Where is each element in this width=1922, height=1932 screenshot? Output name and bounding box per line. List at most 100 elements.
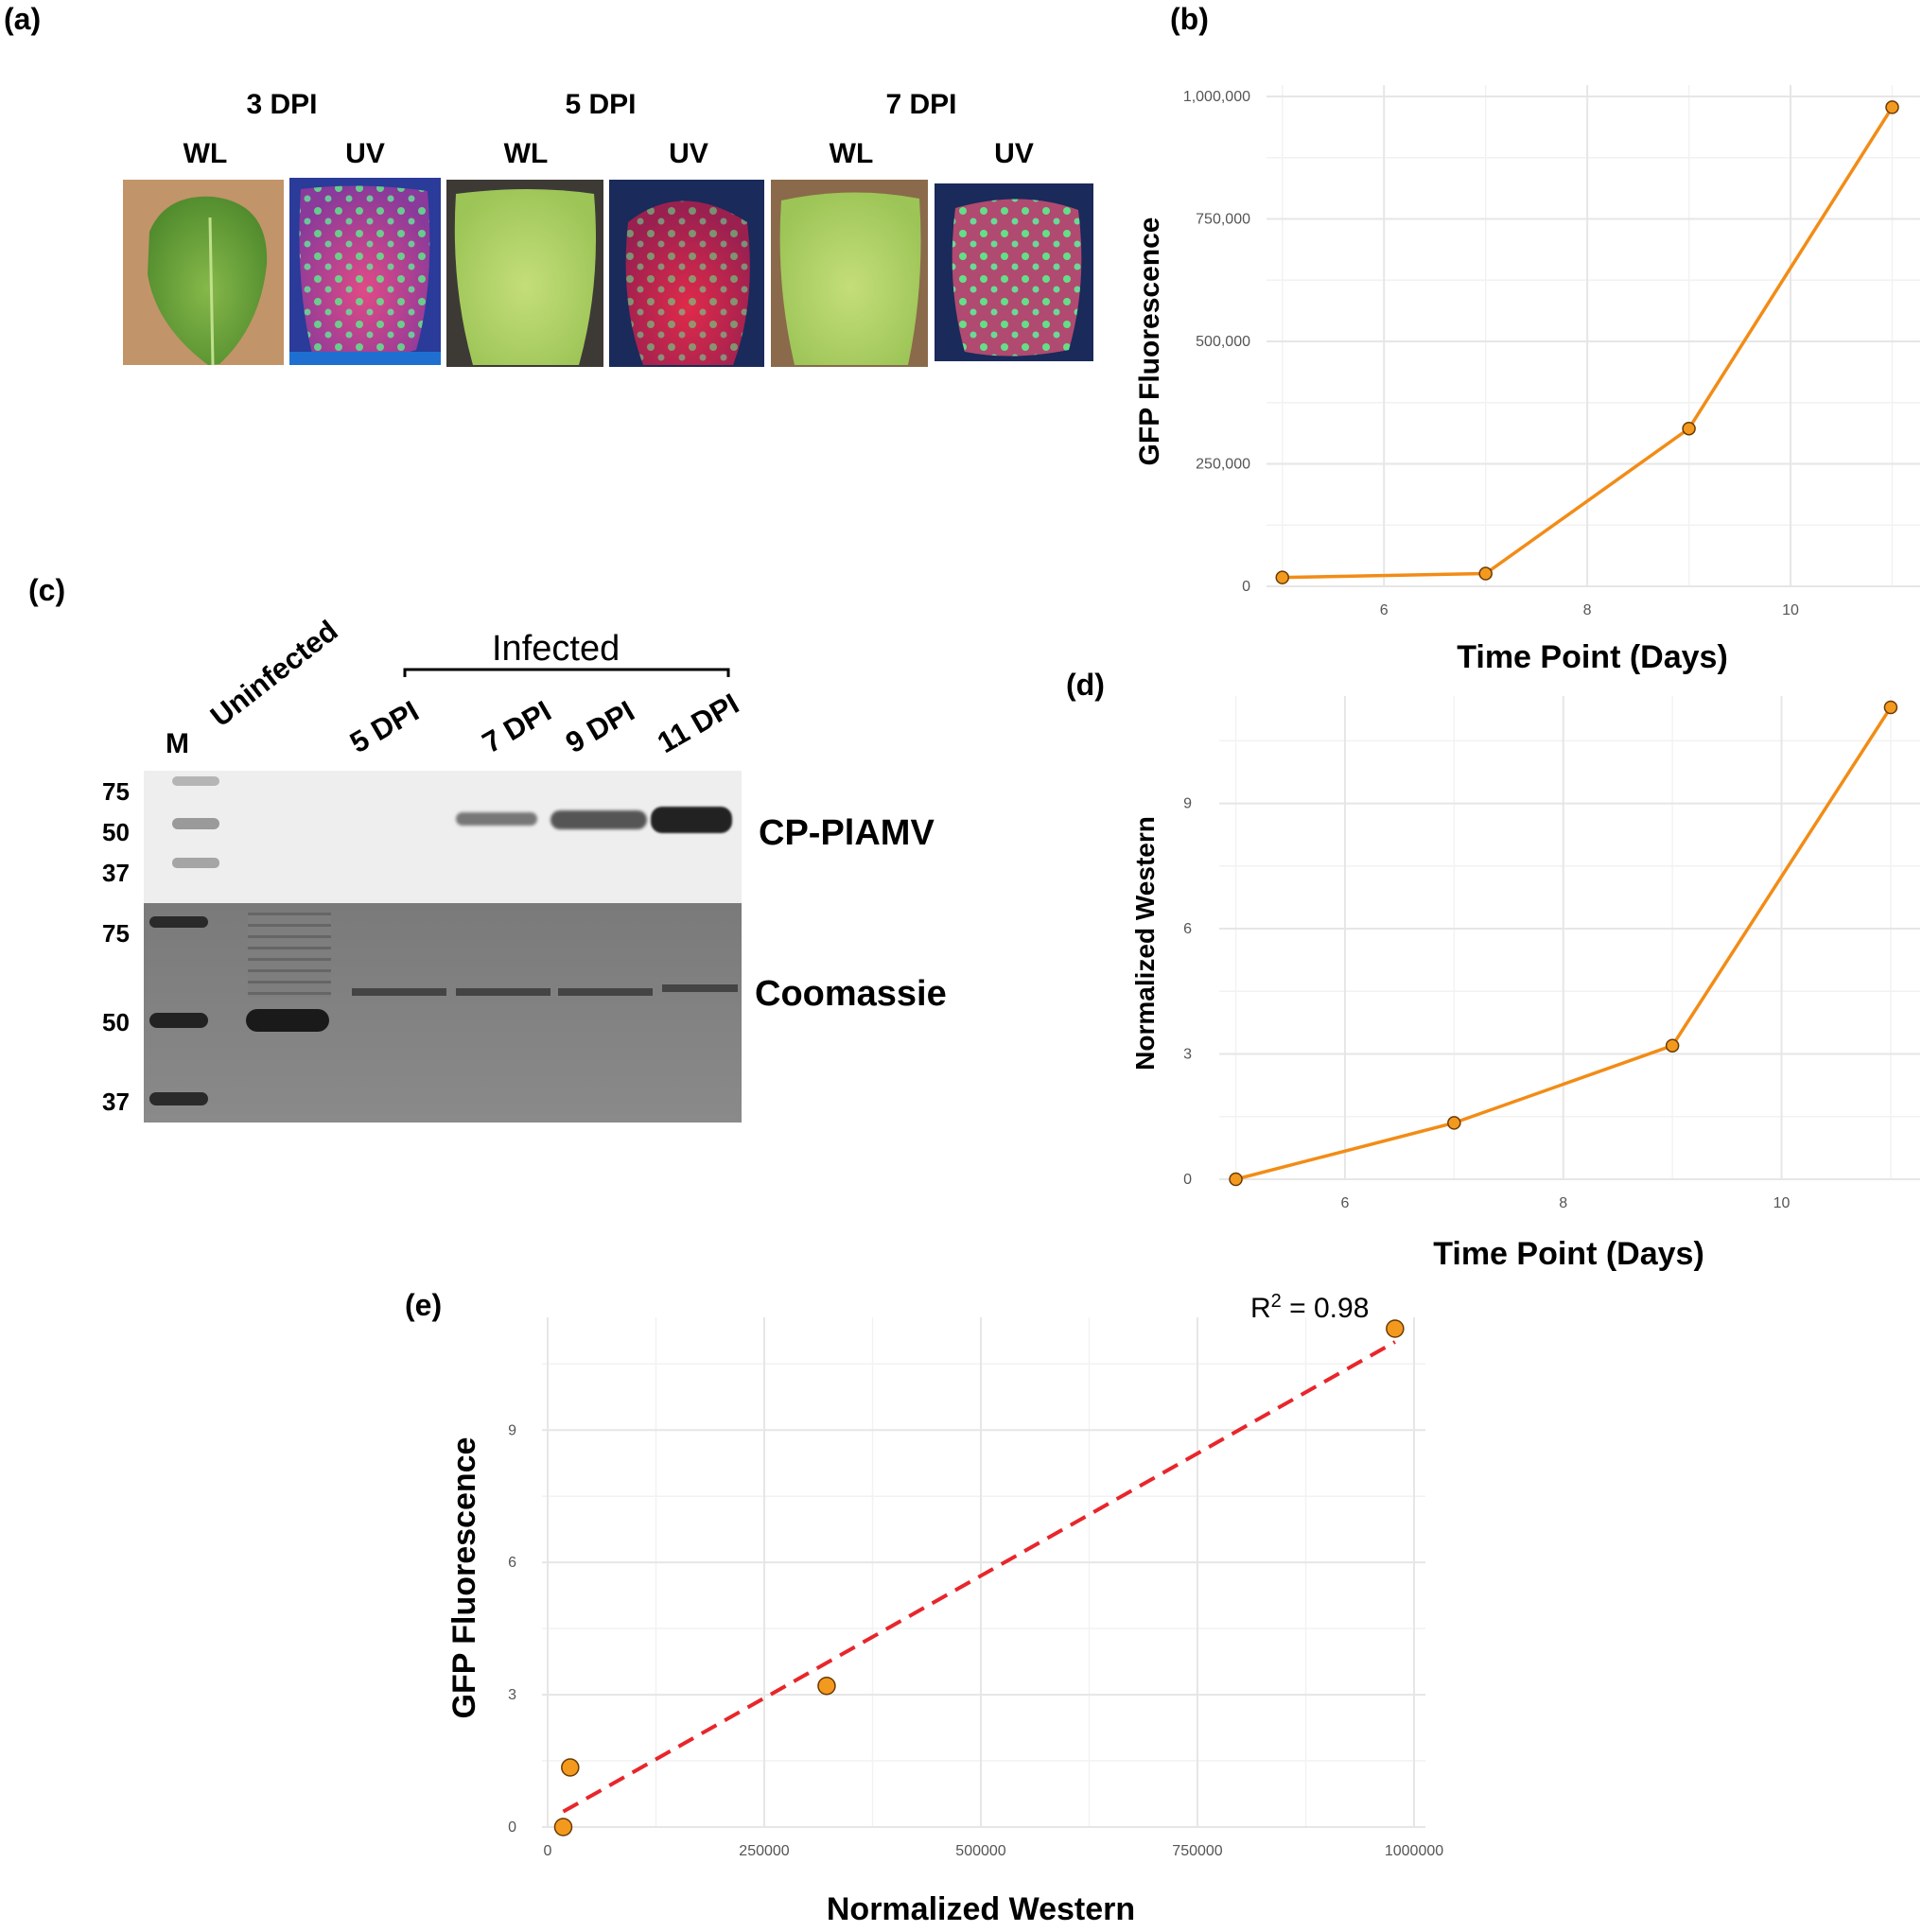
y-tick-label: 3 bbox=[1183, 1047, 1192, 1063]
data-point bbox=[1229, 1172, 1243, 1187]
x-tick-label: 8 bbox=[1583, 602, 1592, 618]
gel-label: Coomassie bbox=[755, 974, 947, 1014]
panel-a-3dpi-uv: UV bbox=[345, 138, 385, 169]
x-tick-label: 6 bbox=[1380, 602, 1389, 618]
y-tick-label: 3 bbox=[508, 1687, 516, 1703]
panel-b-label: (b) bbox=[1170, 2, 1209, 36]
gel-marker-band-37 bbox=[149, 1092, 208, 1105]
y-tick-label: 6 bbox=[1183, 921, 1192, 937]
infected-header: Infected bbox=[492, 629, 620, 669]
data-point bbox=[1665, 1038, 1680, 1053]
blot-mw-37: 37 bbox=[102, 859, 130, 887]
blot-label: CP-PlAMV bbox=[759, 813, 935, 853]
x-axis-title: Normalized Western bbox=[827, 1891, 1135, 1927]
gel-mw-37: 37 bbox=[102, 1088, 130, 1116]
chart-e: 0 250000 500000 750000 1000000 0 3 6 9 Normalized… bbox=[446, 1291, 1443, 1927]
x-tick-label: 750000 bbox=[1172, 1843, 1222, 1859]
series-line bbox=[1282, 106, 1894, 580]
panel-a-7dpi-uv: UV bbox=[994, 138, 1034, 169]
gel-band-11dpi bbox=[662, 984, 738, 992]
leaf-3dpi-wl-photo bbox=[123, 180, 284, 366]
y-axis-title: GFP Fluorescence bbox=[446, 1437, 482, 1719]
leaf-7dpi-wl-photo bbox=[771, 180, 928, 367]
y-tick-label: 9 bbox=[1183, 796, 1192, 812]
blot-marker-band-75 bbox=[172, 776, 219, 786]
gel-mw-75: 75 bbox=[102, 919, 130, 948]
y-tick-label: 1,000,000 bbox=[1183, 89, 1250, 105]
western-blot bbox=[144, 771, 742, 903]
panel-e-label: (e) bbox=[405, 1288, 443, 1322]
x-tick-label: 1000000 bbox=[1385, 1843, 1443, 1859]
panel-d-label: (d) bbox=[1066, 668, 1105, 702]
series-line bbox=[1235, 706, 1893, 1181]
panel-a-group-3dpi-title: 3 DPI bbox=[246, 89, 318, 120]
leaf-5dpi-uv-photo bbox=[609, 180, 764, 367]
y-tick-label: 9 bbox=[508, 1422, 516, 1438]
x-tick-label: 500000 bbox=[955, 1843, 1005, 1859]
y-tick-label: 0 bbox=[1242, 579, 1250, 595]
y-tick-label: 750,000 bbox=[1196, 212, 1250, 228]
gel-marker-band-50 bbox=[149, 1013, 208, 1028]
data-point bbox=[817, 1677, 836, 1696]
data-point bbox=[553, 1818, 573, 1836]
gel-mw-50: 50 bbox=[102, 1008, 130, 1036]
panel-a-7dpi-wl: WL bbox=[829, 138, 874, 169]
panel-a-group-7dpi-title: 7 DPI bbox=[885, 89, 957, 120]
blot-mw-50: 50 bbox=[102, 818, 130, 846]
gel-band-5dpi bbox=[352, 988, 446, 996]
gel-band-7dpi bbox=[456, 988, 550, 996]
infected-bracket bbox=[403, 668, 730, 677]
leaf-7dpi-uv-photo bbox=[935, 183, 1093, 361]
y-tick-label: 250,000 bbox=[1196, 457, 1250, 473]
x-tick-label: 10 bbox=[1782, 602, 1799, 618]
gel-lane-uninfected-smear bbox=[248, 913, 331, 998]
fit-line bbox=[562, 1340, 1396, 1814]
panel-c-label: (c) bbox=[28, 573, 66, 607]
blot-mw-75: 75 bbox=[102, 777, 130, 806]
y-tick-label: 500,000 bbox=[1196, 334, 1250, 350]
lane-label-5dpi: 5 DPI bbox=[344, 694, 425, 760]
panel-a-label: (a) bbox=[4, 2, 42, 36]
y-axis-title: GFP Fluorescence bbox=[1134, 218, 1165, 466]
leaf-5dpi-wl-photo bbox=[446, 180, 603, 367]
coomassie-gel bbox=[144, 903, 742, 1123]
x-tick-label: 250000 bbox=[739, 1843, 789, 1859]
x-tick-label: 10 bbox=[1773, 1195, 1791, 1211]
blot-marker-band-50 bbox=[172, 818, 219, 829]
chart-d: 6 8 10 0 3 6 9 Time Point (Days) Normalized West… bbox=[1130, 696, 1920, 1272]
data-point bbox=[1682, 421, 1696, 436]
panel-a-3dpi-wl: WL bbox=[183, 138, 228, 169]
lane-label-11dpi: 11 DPI bbox=[652, 687, 745, 760]
leaf-3dpi-uv-photo bbox=[289, 178, 441, 365]
lane-label-9dpi: 9 DPI bbox=[560, 694, 640, 760]
x-axis-title: Time Point (Days) bbox=[1457, 639, 1728, 675]
data-point bbox=[1478, 566, 1493, 581]
blot-band-11dpi bbox=[651, 807, 732, 833]
panel-a-5dpi-wl: WL bbox=[503, 138, 549, 169]
panel-a-5dpi-uv: UV bbox=[669, 138, 708, 169]
y-tick-label: 6 bbox=[508, 1555, 516, 1571]
gel-marker-band-75 bbox=[149, 916, 208, 928]
r-squared-annotation: R2 = 0.98 bbox=[1250, 1291, 1369, 1324]
data-point bbox=[1885, 100, 1899, 114]
data-point bbox=[1883, 700, 1898, 715]
x-axis-title: Time Point (Days) bbox=[1433, 1236, 1704, 1272]
blot-band-9dpi bbox=[550, 810, 647, 829]
blot-marker-band-37 bbox=[172, 858, 219, 868]
data-point bbox=[1386, 1319, 1405, 1338]
panel-a-leaf-photos bbox=[123, 178, 1093, 367]
gel-band-9dpi bbox=[558, 988, 653, 996]
data-point bbox=[1447, 1116, 1461, 1130]
blot-band-7dpi bbox=[456, 812, 537, 826]
gel-band-uninfected-50 bbox=[246, 1009, 329, 1032]
y-tick-label: 0 bbox=[508, 1819, 516, 1836]
lane-label-uninfected: Uninfected bbox=[203, 614, 344, 734]
y-tick-label: 0 bbox=[1183, 1172, 1192, 1188]
chart-b: 6 8 10 0 250,000 500,000 750,000 1,000,000 Time … bbox=[1134, 85, 1920, 675]
x-tick-label: 0 bbox=[544, 1843, 552, 1859]
x-tick-label: 6 bbox=[1340, 1195, 1349, 1211]
x-tick-label: 8 bbox=[1559, 1195, 1567, 1211]
data-point bbox=[561, 1758, 580, 1777]
data-point bbox=[1275, 570, 1289, 584]
panel-a-group-5dpi-title: 5 DPI bbox=[565, 89, 637, 120]
